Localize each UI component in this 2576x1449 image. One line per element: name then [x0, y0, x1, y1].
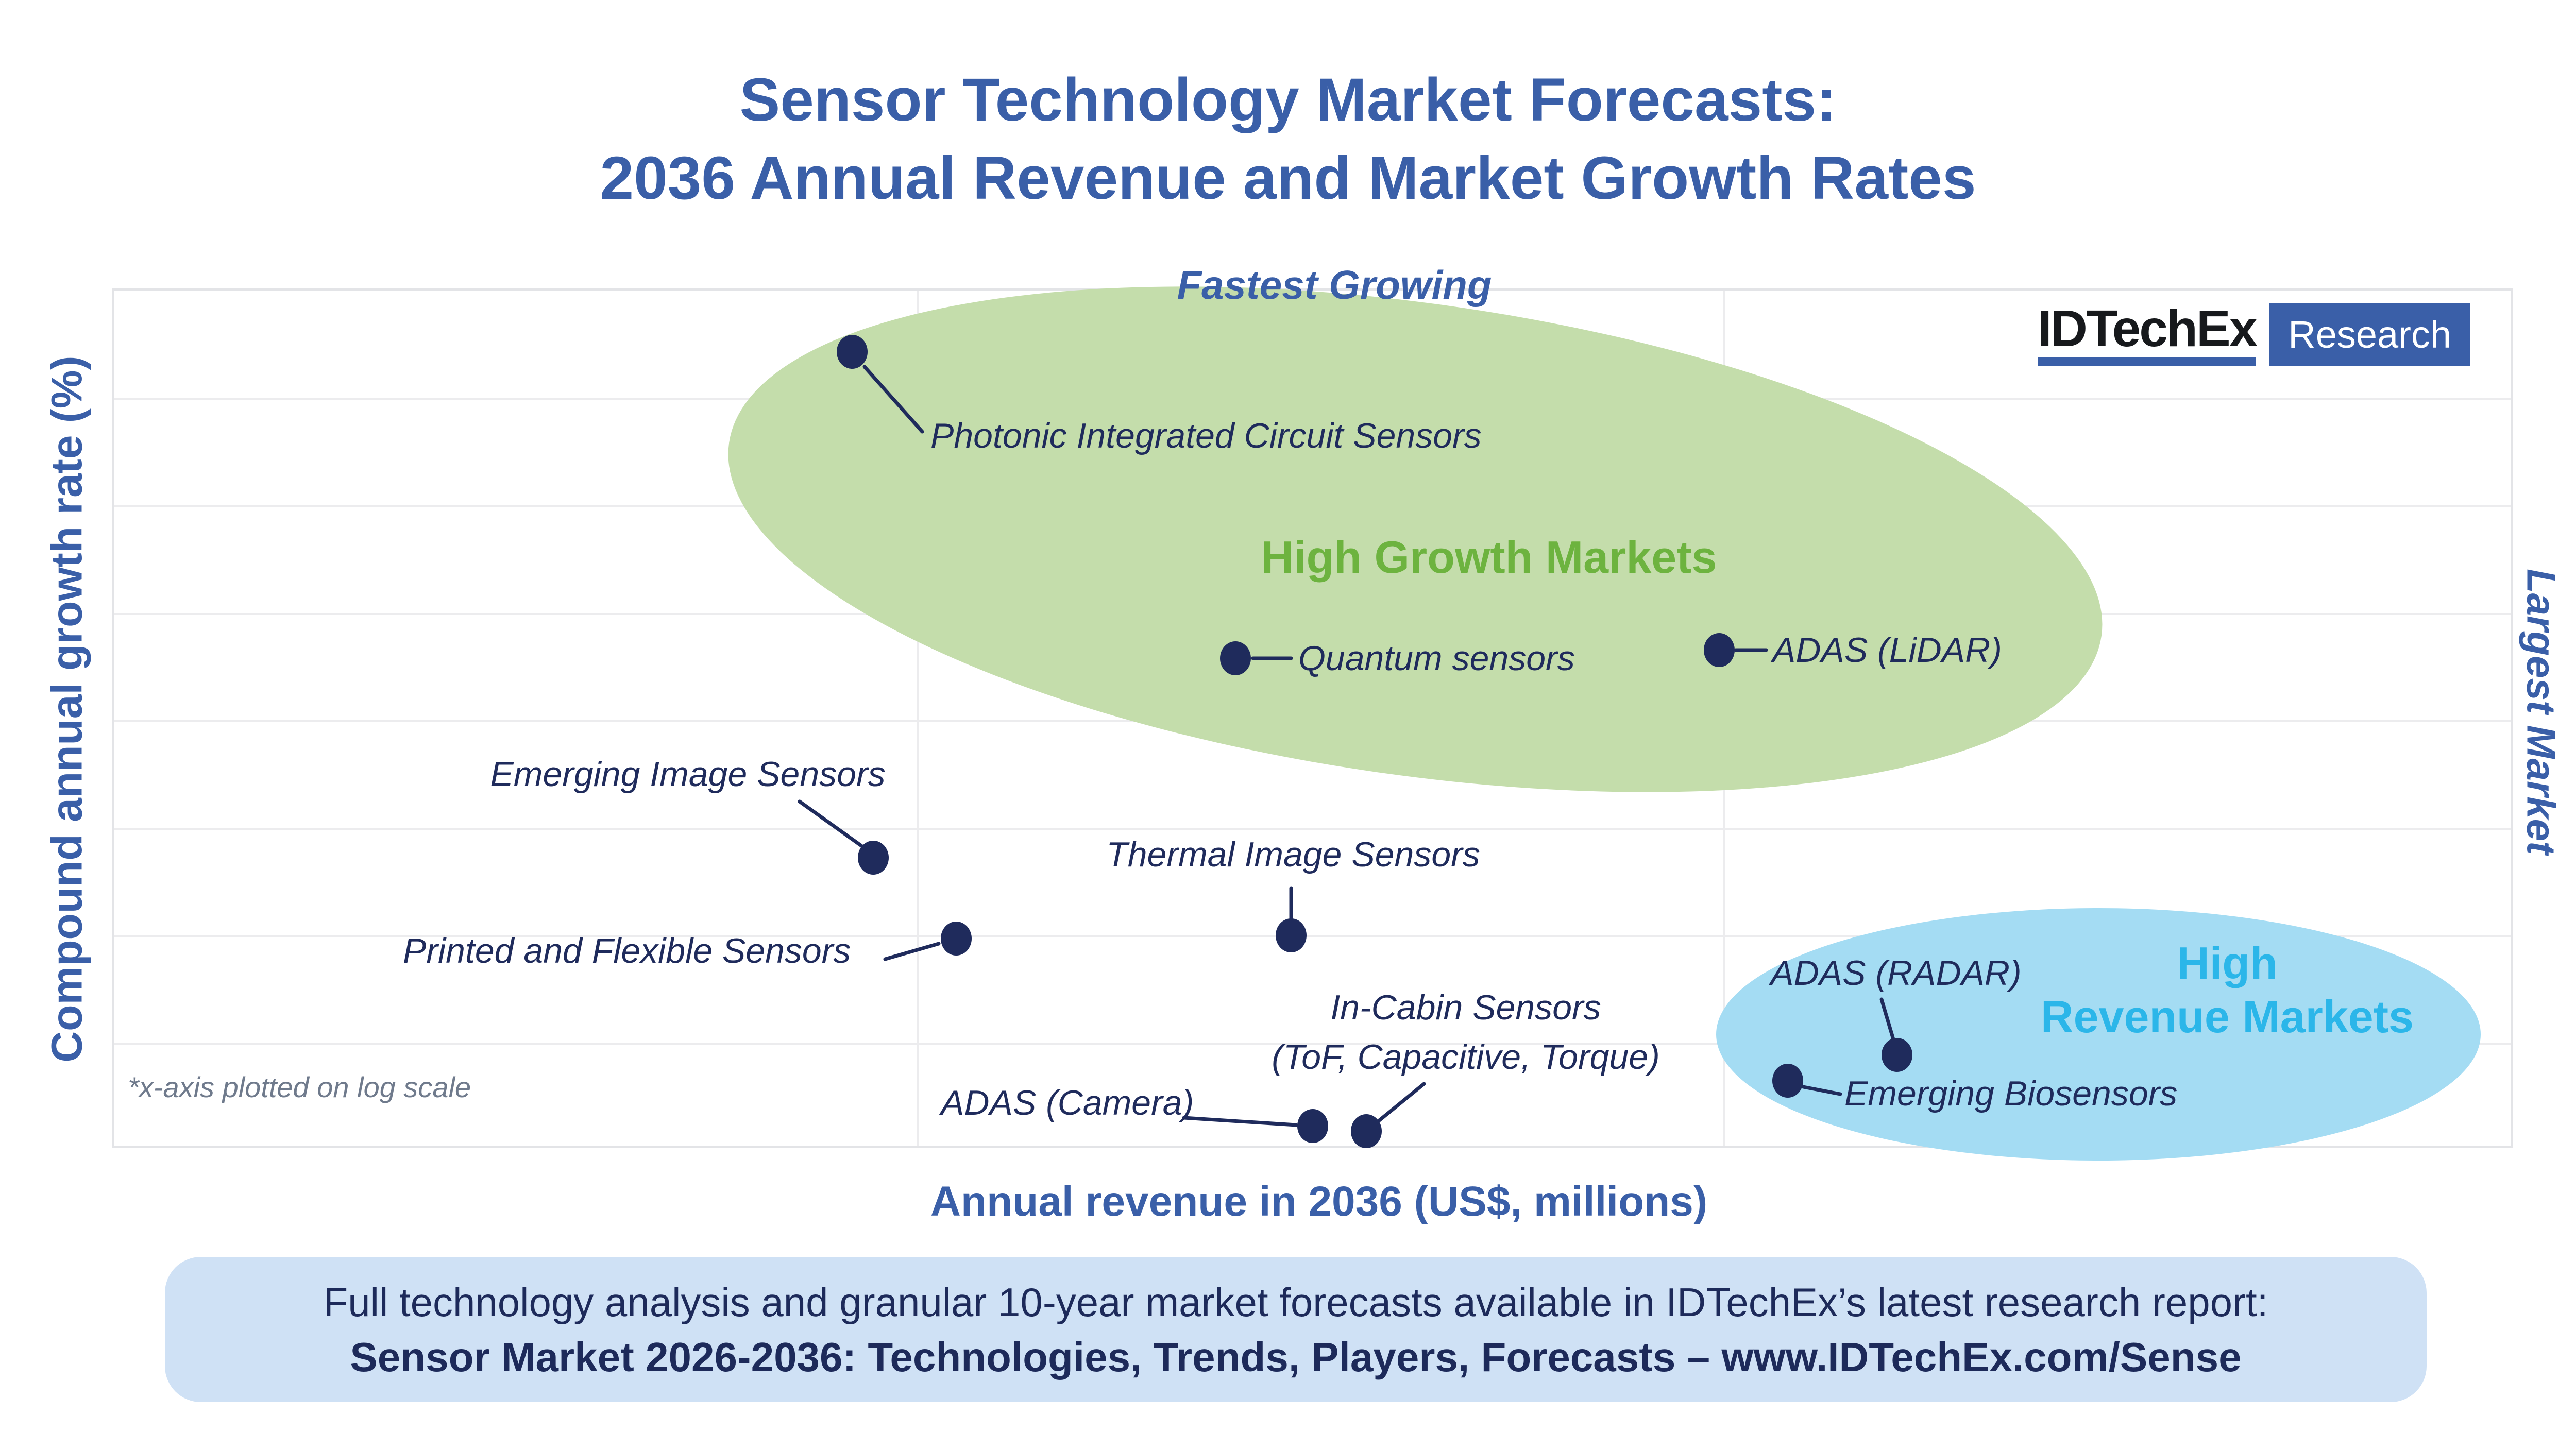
point-lidar: [1704, 633, 1735, 667]
chart-title-line1: Sensor Technology Market Forecasts:: [739, 66, 1837, 134]
report-banner-link-line: Sensor Market 2026-2036: Technologies, T…: [350, 1334, 2242, 1380]
leader-in-cabin: [1377, 1082, 1426, 1123]
label-adas-radar: ADAS (RADAR): [1770, 953, 2022, 993]
idtechex-logo-name: IDTechEx: [2038, 300, 2258, 357]
point-photonic: [837, 335, 868, 369]
fastest-growing-label: Fastest Growing: [1177, 262, 1492, 308]
label-in-cabin: In-Cabin Sensors (ToF, Capacitive, Torqu…: [1231, 983, 1700, 1082]
leader-photonic: [862, 365, 924, 434]
point-adas-radar: [1882, 1038, 1912, 1072]
leader-adas-camera: [1182, 1116, 1298, 1127]
leader-emerging-image: [798, 799, 863, 848]
report-banner: Full technology analysis and granular 10…: [165, 1257, 2427, 1402]
high-growth-ellipse: [728, 286, 2103, 792]
gridline-vertical: [917, 291, 919, 1146]
report-banner-line1: Full technology analysis and granular 10…: [323, 1280, 2268, 1325]
label-printed-flexible: Printed and Flexible Sensors: [403, 931, 851, 970]
gridline-horizontal: [114, 1043, 2511, 1045]
leader-adas-radar: [1879, 997, 1897, 1047]
leader-lines: [798, 365, 1897, 1127]
idtechex-research-badge: Research: [2269, 303, 2470, 366]
gridline-horizontal: [114, 935, 2511, 937]
point-printed-flexible: [941, 922, 972, 956]
leader-emerging-biosensors: [1801, 1085, 1842, 1096]
label-emerging-biosensors: Emerging Biosensors: [1844, 1074, 2178, 1113]
largest-market-label: Largest Market: [2518, 569, 2564, 855]
high-revenue-markets-label: High Revenue Markets: [1995, 936, 2459, 1044]
point-adas-camera: [1297, 1109, 1328, 1143]
label-emerging-image: Emerging Image Sensors: [490, 755, 886, 794]
label-photonic: Photonic Integrated Circuit Sensors: [930, 416, 1482, 455]
label-lidar: ADAS (LiDAR): [1772, 630, 2002, 670]
label-adas-camera: ADAS (Camera): [941, 1083, 1194, 1122]
point-emerging-image: [858, 841, 889, 875]
high-revenue-line2: Revenue Markets: [2041, 991, 2414, 1042]
chart-title-line2: 2036 Annual Revenue and Market Growth Ra…: [600, 144, 1976, 212]
idtechex-logo-name-block: IDTechEx: [2038, 300, 2258, 366]
point-thermal: [1276, 918, 1307, 952]
chart-title: Sensor Technology Market Forecasts: 2036…: [0, 61, 2576, 217]
label-in-cabin-line1: In-Cabin Sensors: [1330, 988, 1601, 1027]
label-in-cabin-line2: (ToF, Capacitive, Torque): [1272, 1037, 1660, 1077]
point-emerging-biosensors: [1772, 1064, 1803, 1098]
label-quantum: Quantum sensors: [1298, 639, 1575, 678]
idtechex-logo: IDTechEx Research: [2038, 303, 2470, 366]
scatter-points: [837, 335, 1912, 1148]
leader-printed-flexible: [883, 942, 941, 961]
point-quantum: [1220, 641, 1251, 675]
high-growth-markets-label: High Growth Markets: [1261, 532, 1717, 583]
idtechex-logo-underline: [2038, 357, 2257, 366]
high-revenue-line1: High: [2177, 937, 2278, 988]
y-axis-label: Compound annual growth rate (%): [42, 355, 91, 1063]
log-scale-note: *x-axis plotted on log scale: [128, 1071, 471, 1103]
gridline-horizontal: [114, 828, 2511, 830]
label-thermal: Thermal Image Sensors: [1106, 835, 1480, 874]
high-revenue-ellipse: [1716, 908, 2481, 1161]
x-axis-label: Annual revenue in 2036 (US$, millions): [930, 1178, 1708, 1225]
point-in-cabin: [1351, 1114, 1382, 1148]
